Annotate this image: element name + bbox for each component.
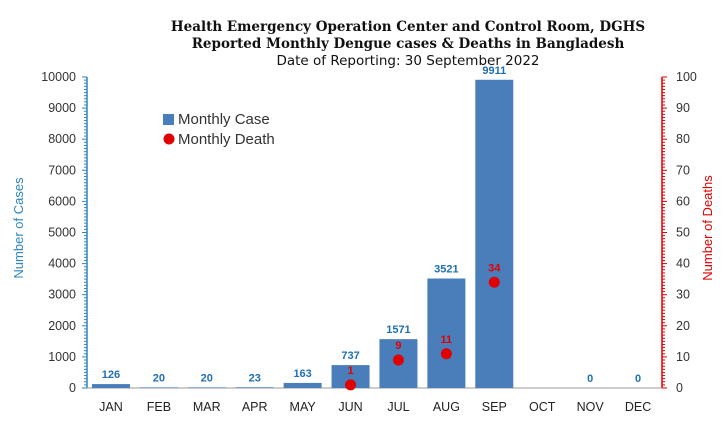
bar-monthly-case <box>331 365 370 388</box>
bar-value-label: 3521 <box>434 263 458 275</box>
y-tick-label-right: 60 <box>676 194 690 208</box>
legend-label-monthly-death: Monthly Death <box>178 131 275 148</box>
bar-value-label: 163 <box>293 368 311 380</box>
death-marker <box>392 354 404 366</box>
bar-value-label: 0 <box>587 373 593 385</box>
x-tick-label: MAR <box>193 400 221 414</box>
x-tick-label: OCT <box>529 400 556 414</box>
y-tick-label-right: 40 <box>676 257 690 271</box>
death-marker <box>440 348 452 360</box>
y-tick-label-right: 80 <box>676 132 690 146</box>
y-tick-label-right: 100 <box>676 70 697 84</box>
bar-value-label: 0 <box>635 373 641 385</box>
x-tick-label: JAN <box>99 400 123 414</box>
x-tick-label: MAY <box>290 400 317 414</box>
x-tick-label: FEB <box>147 400 171 414</box>
x-tick-label: DEC <box>625 400 651 414</box>
y-tick-label-left: 0 <box>69 381 76 395</box>
chart-title: Health Emergency Operation Center and Co… <box>171 19 645 35</box>
y-tick-label-right: 90 <box>676 101 690 115</box>
x-tick-label: JUL <box>387 400 409 414</box>
death-value-label: 11 <box>441 334 453 346</box>
deaths-group <box>345 276 500 391</box>
death-marker <box>488 276 500 288</box>
bar-monthly-case <box>235 387 274 388</box>
y-tick-label-left: 3000 <box>48 288 76 302</box>
labels-group: 126 20 20 23 163 737 1571 3521 9911 0 0 1 9 11 34 <box>102 65 641 385</box>
death-value-label: 9 <box>395 340 401 352</box>
y-tick-label-right: 70 <box>676 163 690 177</box>
bars-group <box>91 79 514 389</box>
death-value-label: 1 <box>347 365 353 377</box>
bar-value-label: 20 <box>201 372 213 384</box>
bar-monthly-case <box>427 278 466 388</box>
y-tick-label-right: 0 <box>676 381 683 395</box>
bar-monthly-case <box>283 382 322 388</box>
axes-group: 0100020003000400050006000700080009000100… <box>41 70 697 414</box>
y-axis-title-right: Number of Deaths <box>700 175 715 281</box>
bar-value-label: 126 <box>102 369 120 381</box>
y-tick-label-left: 1000 <box>48 350 76 364</box>
y-tick-label-right: 10 <box>676 350 690 364</box>
y-tick-label-left: 9000 <box>48 101 76 115</box>
y-tick-label-right: 20 <box>676 319 690 333</box>
legend-swatch-monthly-case <box>163 114 174 125</box>
chart-subtitle: Reported Monthly Dengue cases & Deaths i… <box>192 36 625 52</box>
x-tick-label: SEP <box>482 400 507 414</box>
bar-monthly-case <box>187 387 226 388</box>
bar-value-label: 737 <box>341 350 359 362</box>
y-tick-label-left: 5000 <box>48 226 76 240</box>
x-tick-label: AUG <box>433 400 460 414</box>
legend: Monthly Case Monthly Death <box>163 111 275 148</box>
y-tick-label-left: 7000 <box>48 163 76 177</box>
legend-label-monthly-case: Monthly Case <box>178 111 270 128</box>
bar-monthly-case <box>139 387 178 388</box>
bar-value-label: 9911 <box>482 65 506 77</box>
y-tick-label-left: 10000 <box>41 70 76 84</box>
y-tick-label-left: 4000 <box>48 257 76 271</box>
y-tick-label-left: 6000 <box>48 194 76 208</box>
y-tick-label-left: 2000 <box>48 319 76 333</box>
bar-value-label: 23 <box>249 372 261 384</box>
bar-monthly-case <box>91 384 130 388</box>
bar-monthly-case <box>475 79 514 389</box>
bar-value-label: 1571 <box>386 324 410 336</box>
legend-marker-monthly-death <box>163 133 175 145</box>
death-marker <box>345 379 357 391</box>
x-tick-label: JUN <box>338 400 362 414</box>
y-axis-title-left: Number of Cases <box>11 177 26 279</box>
y-tick-label-left: 8000 <box>48 132 76 146</box>
death-value-label: 34 <box>488 262 501 274</box>
chart-date-line: Date of Reporting: 30 September 2022 <box>276 53 539 69</box>
bar-value-label: 20 <box>153 372 165 384</box>
x-tick-label: APR <box>242 400 268 414</box>
x-tick-label: NOV <box>577 400 605 414</box>
y-tick-label-right: 30 <box>676 288 690 302</box>
y-tick-label-right: 50 <box>676 226 690 240</box>
